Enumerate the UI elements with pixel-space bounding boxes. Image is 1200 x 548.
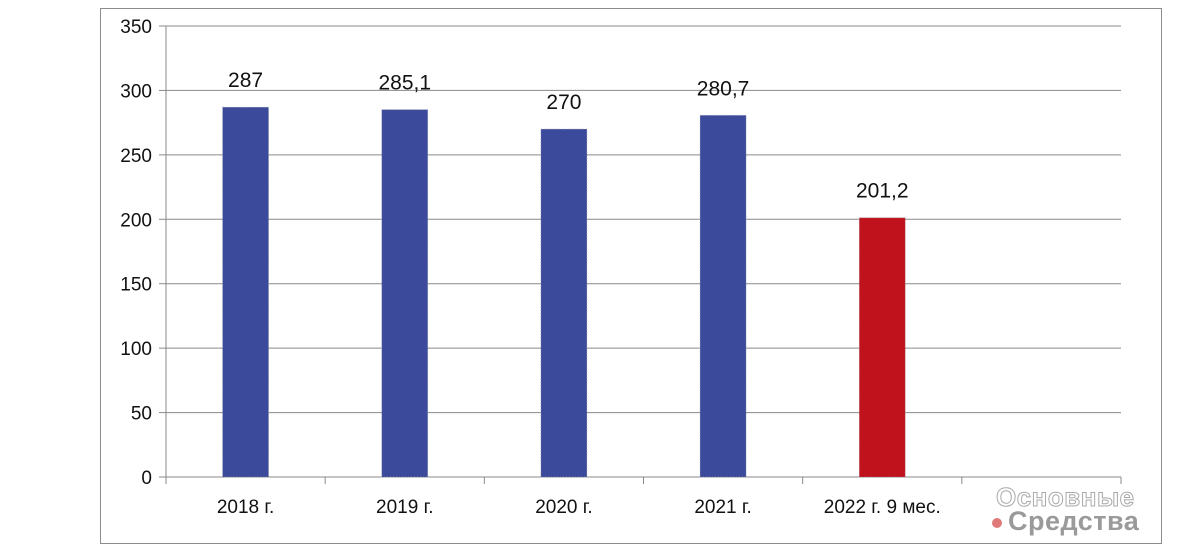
bar	[540, 128, 588, 478]
data-label: 270	[546, 91, 581, 114]
x-tick-label: 2022 г. 9 мес.	[824, 497, 941, 518]
x-tick-label: 2018 г.	[217, 497, 274, 518]
y-tick-label: 350	[120, 17, 152, 38]
y-tick-label: 300	[120, 81, 152, 102]
data-label: 201,2	[856, 180, 909, 203]
watermark-line-2: Средства	[1008, 506, 1140, 536]
y-tick-label: 100	[120, 339, 152, 360]
y-tick-label: 250	[120, 146, 152, 167]
x-tick-label: 2021 г.	[694, 497, 751, 518]
x-tick-label: 2020 г.	[535, 497, 592, 518]
bar	[858, 217, 906, 478]
x-tick-label: 2019 г.	[376, 497, 433, 518]
y-tick-label: 200	[120, 210, 152, 231]
watermark-line-1: Основные	[996, 482, 1135, 513]
y-tick-label: 0	[141, 468, 152, 489]
watermark-dot-icon	[992, 518, 1002, 528]
watermark-logo: Основные Средства	[990, 482, 1190, 542]
data-label: 287	[228, 69, 263, 92]
bar-chart: 0 50 100 150 200 250 300 350 287 2018 г. 285,1 2019…	[120, 17, 1122, 518]
bar	[222, 106, 269, 478]
bar	[699, 114, 747, 478]
bar	[381, 109, 429, 478]
chart-frame: 0 50 100 150 200 250 300 350 287 2018 г. 285,1 2019…	[100, 8, 1162, 544]
y-tick-label: 50	[131, 404, 152, 425]
data-label: 280,7	[697, 77, 750, 100]
data-label: 285,1	[378, 72, 431, 95]
y-tick-label: 150	[120, 275, 152, 296]
